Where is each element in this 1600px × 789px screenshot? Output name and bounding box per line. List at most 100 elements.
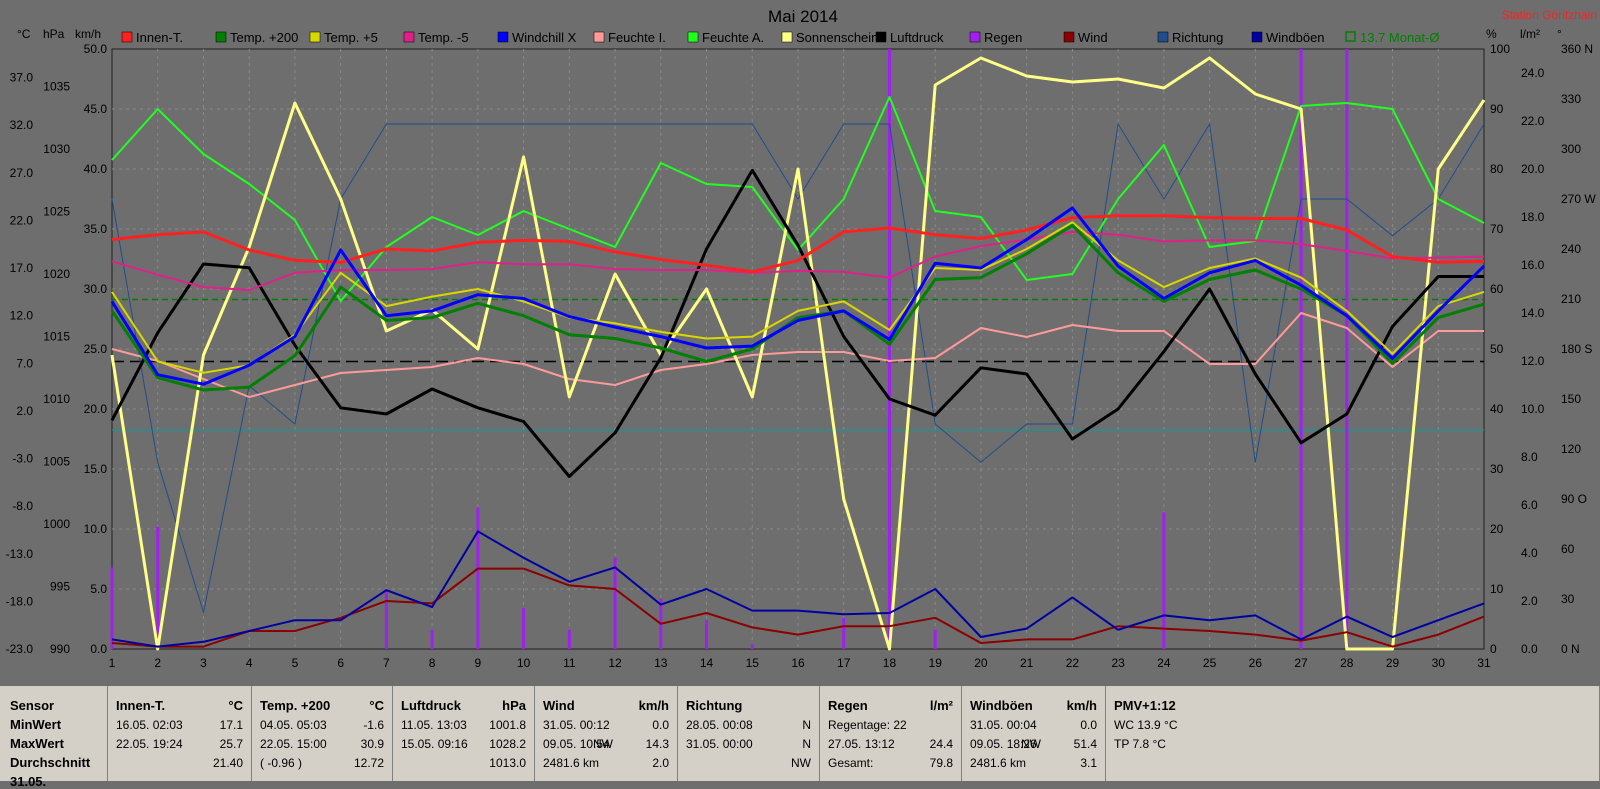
stats-row: 15.05. 09:16 1028.2: [401, 737, 526, 756]
legend-label: Temp. +200: [230, 30, 298, 45]
stats-section-header: Windböen: [970, 698, 1033, 713]
y-tick-pressure: 1030: [43, 142, 70, 156]
stats-cell: 14.3: [645, 737, 669, 751]
stats-cell: NW: [593, 737, 613, 751]
x-tick-label: 21: [1020, 656, 1034, 670]
x-tick-label: 29: [1386, 656, 1400, 670]
y-tick-temp: -18.0: [6, 594, 34, 608]
y-tick-direction: 300: [1561, 142, 1581, 156]
stats-row: 22.05. 15:00 30.9: [260, 737, 384, 756]
rain-bar: [567, 629, 571, 649]
stats-cell: -1.6: [363, 718, 384, 732]
y-tick-percent: 90: [1490, 102, 1504, 116]
stats-section-header: Luftdruck: [401, 698, 461, 713]
x-tick-label: 27: [1294, 656, 1308, 670]
y-tick-temp: 32.0: [10, 118, 34, 132]
legend-label: Feuchte A.: [702, 30, 764, 45]
stats-panel: Sensor MinWert MaxWert Durchschnitt 31.0…: [0, 686, 1600, 789]
legend-swatch: [121, 31, 133, 43]
legend-swatch: [593, 31, 605, 43]
stats-cell: 22.05. 19:24: [116, 737, 183, 751]
stats-cell: 21.40: [212, 756, 243, 770]
stats-cell: 09.05. 10:54: [543, 737, 610, 751]
station-name: Station Göritzhain: [1502, 8, 1597, 22]
legend-swatch: [1157, 31, 1169, 43]
stats-section: PMV+1:12 WC 13.9 °C TP 7.8 °C: [1106, 686, 1600, 781]
y-tick-direction: 0 N: [1561, 642, 1580, 656]
legend-label: Richtung: [1172, 30, 1223, 45]
stats-section-unit: l/m²: [929, 698, 953, 713]
legend-label: Regen: [984, 30, 1022, 45]
y-tick-pressure: 995: [50, 580, 70, 594]
legend-swatch: [875, 31, 887, 43]
label-cut: 31.05.: [10, 774, 47, 789]
rain-bar: [887, 49, 891, 649]
series-line-feuchte-i: [111, 312, 1484, 398]
y-tick-rain: 4.0: [1521, 546, 1538, 560]
stats-cell: ( -0.96 ): [260, 756, 303, 770]
y-tick-direction: 240: [1561, 242, 1581, 256]
y-tick-rain: 8.0: [1521, 450, 1538, 464]
stats-cell: 2481.6 km: [543, 756, 600, 770]
stats-row: 09.05. 18:26 NW 51.4: [970, 737, 1097, 756]
y-tick-percent: 50: [1490, 342, 1504, 356]
rain-bar: [110, 567, 114, 649]
stats-cell: 3.1: [1080, 756, 1097, 770]
rain-bar: [476, 507, 480, 649]
unit-temp: °C: [17, 27, 31, 41]
y-tick-temp: 7.0: [16, 356, 33, 370]
stats-cell: 51.4: [1073, 737, 1097, 751]
y-tick-pressure: 990: [50, 642, 70, 656]
x-tick-label: 17: [837, 656, 851, 670]
y-tick-temp: 22.0: [10, 213, 34, 227]
stats-section-header: Wind: [543, 698, 575, 713]
stats-row: Regentage: 22: [828, 718, 953, 737]
rain-bar: [1299, 49, 1303, 649]
rain-bar: [384, 589, 388, 649]
y-tick-percent: 60: [1490, 282, 1504, 296]
legend-swatch: [309, 31, 321, 43]
stats-row: TP 7.8 °C: [1114, 737, 1591, 756]
y-tick-wind: 35.0: [84, 222, 108, 236]
stats-cell: 11.05. 13:03: [401, 718, 467, 732]
stats-section: Windböen km/h 31.05. 00:04 0.0 09.05. 18:26 N…: [962, 686, 1106, 781]
legend-label: Windböen: [1266, 30, 1325, 45]
stats-section: Temp. +200 °C 04.05. 05:03 -1.6 22.05. 15:00…: [252, 686, 393, 781]
x-tick-label: 31: [1477, 656, 1491, 670]
stats-cell: 04.05. 05:03: [260, 718, 327, 732]
legend-swatch: [781, 31, 793, 43]
stats-cell: 24.4: [929, 737, 953, 751]
y-tick-percent: 70: [1490, 222, 1504, 236]
y-tick-rain: 12.0: [1521, 354, 1545, 368]
stats-row: 31.05. 00:12 0.0: [543, 718, 669, 737]
unit-pressure: hPa: [43, 27, 65, 41]
series-line-windchill-x: [110, 206, 1486, 386]
stats-section-header: Richtung: [686, 698, 743, 713]
x-tick-label: 28: [1340, 656, 1354, 670]
rain-bars: [110, 49, 1349, 649]
stats-cell: 1001.8: [489, 718, 526, 732]
y-tick-wind: 10.0: [84, 522, 108, 536]
y-tick-rain: 2.0: [1521, 594, 1538, 608]
stats-row: 04.05. 05:03 -1.6: [260, 718, 384, 737]
y-tick-direction: 60: [1561, 542, 1575, 556]
rain-bar: [933, 629, 937, 649]
stats-cell: Gesamt:: [828, 756, 874, 770]
stats-section-header: PMV+1:12: [1114, 698, 1176, 713]
legend-swatch: [969, 31, 981, 43]
stats-row: 1013.0: [401, 756, 526, 775]
legend-swatch: [1063, 31, 1075, 43]
stats-row: 11.05. 13:03 1001.8: [401, 718, 526, 737]
stats-cell: NW: [1021, 737, 1041, 751]
x-tick-label: 19: [929, 656, 943, 670]
stats-row: 2481.6 km 2.0: [543, 756, 669, 775]
weather-chart: Mai 2014 Station Göritzhain °C hPa km/h …: [5, 7, 1597, 670]
stats-section-unit: km/h: [638, 698, 669, 713]
y-tick-rain: 24.0: [1521, 66, 1545, 80]
x-tick-label: 13: [654, 656, 668, 670]
legend-label: 13.7 Monat-Ø: [1360, 30, 1440, 45]
stats-cell: 28.05. 00:08: [686, 718, 753, 732]
y-tick-rain: 6.0: [1521, 498, 1538, 512]
stats-row: 2481.6 km 3.1: [970, 756, 1097, 775]
y-tick-pressure: 1015: [43, 330, 70, 344]
